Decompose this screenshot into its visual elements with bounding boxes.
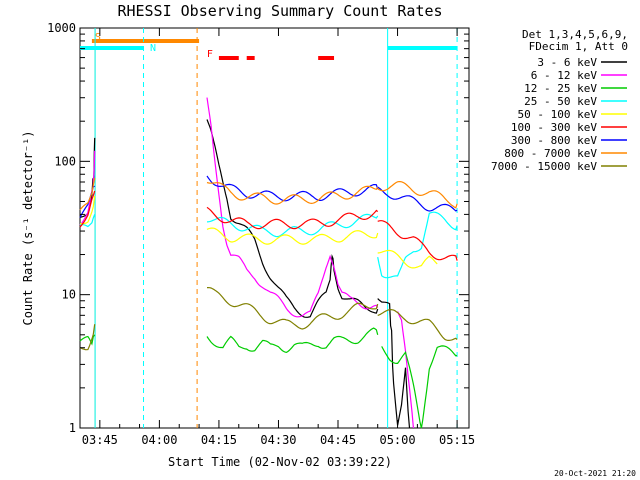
legend-label: 12 - 25 keV [524,82,597,95]
series-line-100_300keV [79,190,96,228]
series-line-12_25keV [79,334,96,346]
series-line-800_7000keV [206,181,379,205]
y-tick-label: 1 [69,421,76,435]
plot-frame [79,27,470,429]
legend-label: 3 - 6 keV [537,56,597,69]
footer-timestamp: 20-Oct-2021 21:20 [554,469,636,478]
legend-label: 6 - 12 keV [531,69,598,82]
series-line-12_25keV [206,327,379,354]
y-tick-label: 10 [62,288,76,302]
series-line-3_6keV [377,298,411,429]
legend-header: FDecim 1, Att 0 [529,40,628,53]
series-line-7000_15000keV [207,287,379,330]
chart-title: RHESSI Observing Summary Count Rates [117,2,442,20]
series-line-300_800keV [377,186,458,212]
legend-label: 800 - 7000 keV [504,147,597,160]
series-line-800_7000keV [79,177,96,211]
series-line-6_12keV [397,311,414,429]
x-tick-label: 05:15 [439,433,475,447]
x-tick-label: 05:00 [379,433,415,447]
flag-s-label: S [95,32,101,43]
series-line-12_25keV [381,345,458,429]
series-line-25_50keV [377,211,458,279]
series-line-50_100keV [206,227,379,245]
series-line-7000_15000keV [377,308,458,341]
series-line-25_50keV [206,213,379,238]
flag-n-label: N [150,43,156,54]
legend-label: 7000 - 15000 keV [491,160,597,173]
x-axis-label: Start Time (02-Nov-02 03:39:22) [168,455,392,469]
x-tick-label: 03:45 [82,433,118,447]
legend-label: 50 - 100 keV [518,108,598,121]
series-line-6_12keV [206,97,379,318]
series-line-50_100keV [377,249,438,269]
x-tick-label: 04:15 [201,433,237,447]
series-line-100_300keV [377,220,458,261]
x-tick-label: 04:00 [141,433,177,447]
legend-label: 300 - 800 keV [511,134,597,147]
y-tick-label: 100 [54,154,76,168]
series-line-300_800keV [206,175,379,202]
x-tick-label: 04:45 [320,433,356,447]
y-axis-label: Count Rate (s⁻¹ detector⁻¹) [21,130,35,325]
series-line-3_6keV [206,119,379,318]
series-line-7000_15000keV [79,324,96,351]
legend-header: Det 1,3,4,5,6,9, [522,28,628,41]
series-line-6_12keV [79,150,96,226]
legend-label: 100 - 300 keV [511,121,597,134]
series-line-100_300keV [206,206,379,230]
flag-f-label: F [207,49,213,60]
series-line-800_7000keV [377,181,458,209]
legend-label: 25 - 50 keV [524,95,597,108]
y-tick-label: 1000 [47,21,76,35]
x-tick-label: 04:30 [260,433,296,447]
